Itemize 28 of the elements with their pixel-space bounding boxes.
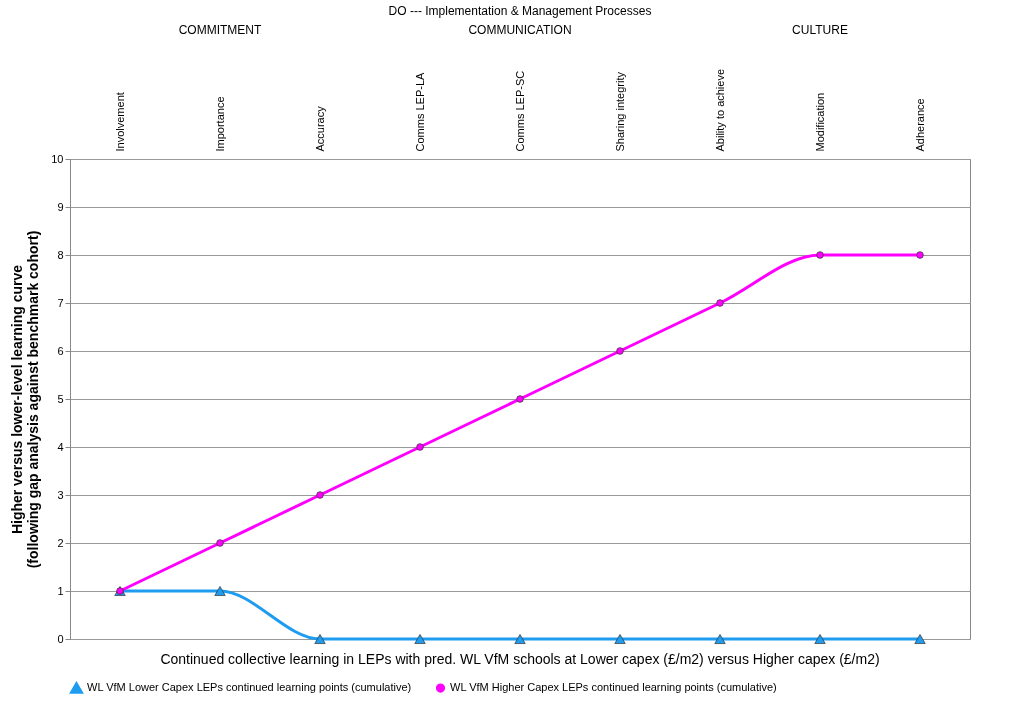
text: CULTURE xyxy=(792,23,848,37)
x-tick-label: Comms LEP-SC xyxy=(513,70,526,152)
text: COMMITMENT xyxy=(178,23,262,37)
y-tick-label: 9 xyxy=(57,200,64,213)
x-tick-label: Accuracy xyxy=(313,105,326,152)
y-tick-label: 1 xyxy=(57,584,64,597)
x-tick-label: Adherance xyxy=(913,98,926,152)
y-tick-label: 4 xyxy=(57,440,64,453)
y-axis-title: Higher versus lower-level learning curve (following gap analysis against benchmark cohort) xyxy=(9,230,42,569)
x-tick-label: Comms LEP-LA xyxy=(413,71,426,152)
y-tick-label: 7 xyxy=(57,296,64,309)
y-tick-label: 10 xyxy=(51,152,64,165)
y-tick-label: 3 xyxy=(57,488,64,501)
x-tick-label: Ability to achieve xyxy=(713,68,726,152)
x-tick-label: Importance xyxy=(213,96,226,152)
x-axis-title: Continued collective learning in LEPs with pred. WL VfM schools at Lower capex (£/m2) versus Higher capex (£/m2) xyxy=(160,651,880,667)
x-tick-label: Sharing integrity xyxy=(613,71,626,152)
y-tick-label: 0 xyxy=(57,632,64,645)
chart-title: DO --- Implementation & Management Processes xyxy=(388,4,652,18)
x-tick-label: Involvement xyxy=(113,92,126,152)
y-tick-label: 5 xyxy=(57,392,64,405)
y-tick-label: 2 xyxy=(57,536,64,549)
text: COMMUNICATION xyxy=(468,23,572,37)
x-tick-label: Modification xyxy=(813,92,826,152)
legend-label: WL VfM Higher Capex LEPs continued learning points (cumulative) xyxy=(450,681,777,694)
y-tick-label: 6 xyxy=(57,344,64,357)
y-tick-label: 8 xyxy=(57,248,64,261)
legend-label: WL VfM Lower Capex LEPs continued learning points (cumulative) xyxy=(87,680,412,693)
